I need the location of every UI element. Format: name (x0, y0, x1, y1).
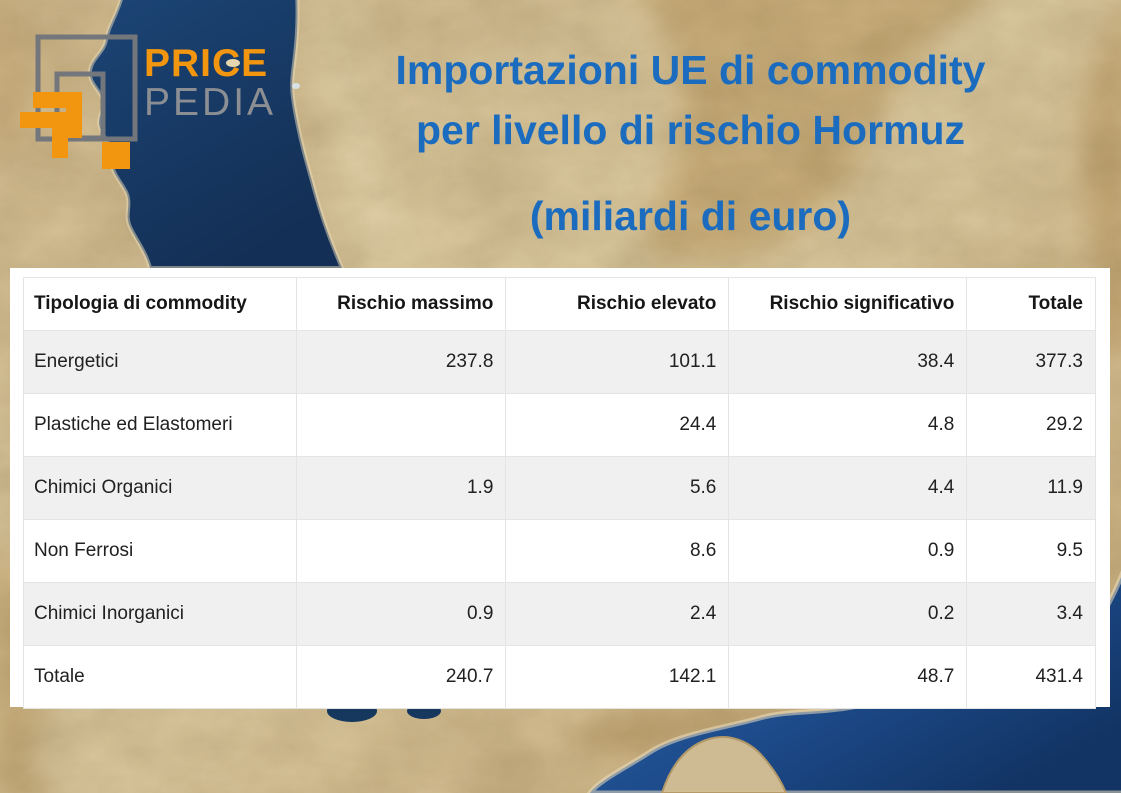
cell-rischio-significativo: 38.4 (728, 330, 968, 394)
column-header-rischio-significativo: Rischio significativo (728, 277, 968, 331)
cell-rischio-elevato: 101.1 (505, 330, 730, 394)
column-header-totale: Totale (966, 277, 1096, 331)
cell-rischio-massimo: 237.8 (296, 330, 507, 394)
cell-rischio-significativo: 0.2 (728, 582, 968, 646)
row-label: Energetici (22, 330, 298, 394)
cell-totale: 3.4 (966, 582, 1096, 646)
row-label: Non Ferrosi (22, 519, 298, 583)
cell-rischio-significativo: 0.9 (728, 519, 968, 583)
brand-pedia: PEDIA (144, 81, 277, 124)
table-header-row: Tipologia di commodity Rischio massimo R… (22, 277, 1096, 331)
column-header-rischio-elevato: Rischio elevato (505, 277, 730, 331)
cell-rischio-massimo (296, 519, 507, 583)
cell-totale: 431.4 (966, 645, 1096, 709)
cell-totale: 377.3 (966, 330, 1096, 394)
cell-rischio-massimo: 1.9 (296, 456, 507, 520)
page-title-line1: Importazioni UE di commodity (395, 47, 986, 93)
page-title-unit: (miliardi di euro) (529, 193, 852, 239)
cell-rischio-elevato: 24.4 (505, 393, 730, 457)
column-header-rischio-massimo: Rischio massimo (296, 277, 507, 331)
table-row-chimici-organici: Chimici Organici 1.9 5.6 4.4 11.9 (22, 456, 1096, 520)
row-label: Chimici Inorganici (22, 582, 298, 646)
row-label: Plastiche ed Elastomeri (22, 393, 298, 457)
cell-totale: 9.5 (966, 519, 1096, 583)
cell-rischio-elevato: 5.6 (505, 456, 730, 520)
cell-rischio-elevato: 2.4 (505, 582, 730, 646)
data-card: Tipologia di commodity Rischio massimo R… (10, 268, 1110, 709)
table-row-energetici: Energetici 237.8 101.1 38.4 377.3 (22, 330, 1096, 394)
brand-price: PRICE (144, 42, 269, 85)
table-row-chimici-inorganici: Chimici Inorganici 0.9 2.4 0.2 3.4 (22, 582, 1096, 646)
cell-rischio-massimo: 240.7 (296, 645, 507, 709)
pricepedia-logo: PRICE PEDIA (20, 34, 276, 174)
table-row-non-ferrosi: Non Ferrosi 8.6 0.9 9.5 (22, 519, 1096, 583)
cell-totale: 11.9 (966, 456, 1096, 520)
cell-rischio-significativo: 4.8 (728, 393, 968, 457)
page-title: Importazioni UE di commodity per livello… (268, 40, 1113, 240)
cell-rischio-significativo: 4.4 (728, 456, 968, 520)
cell-rischio-massimo (296, 393, 507, 457)
cell-totale: 29.2 (966, 393, 1096, 457)
pricepedia-wordmark: PRICE PEDIA (144, 44, 276, 124)
row-label: Totale (22, 645, 298, 709)
cell-rischio-elevato: 8.6 (505, 519, 730, 583)
cell-rischio-significativo: 48.7 (728, 645, 968, 709)
cell-rischio-elevato: 142.1 (505, 645, 730, 709)
table-row-plastiche: Plastiche ed Elastomeri 24.4 4.8 29.2 (22, 393, 1096, 457)
table-row-totale: Totale 240.7 142.1 48.7 431.4 (22, 645, 1096, 709)
column-header-tipologia: Tipologia di commodity (22, 277, 298, 331)
commodity-table: Tipologia di commodity Rischio massimo R… (22, 277, 1096, 709)
cell-rischio-massimo: 0.9 (296, 582, 507, 646)
page-title-line2: per livello di rischio Hormuz (415, 107, 966, 153)
row-label: Chimici Organici (22, 456, 298, 520)
pricepedia-logo-mark-icon (20, 34, 138, 169)
